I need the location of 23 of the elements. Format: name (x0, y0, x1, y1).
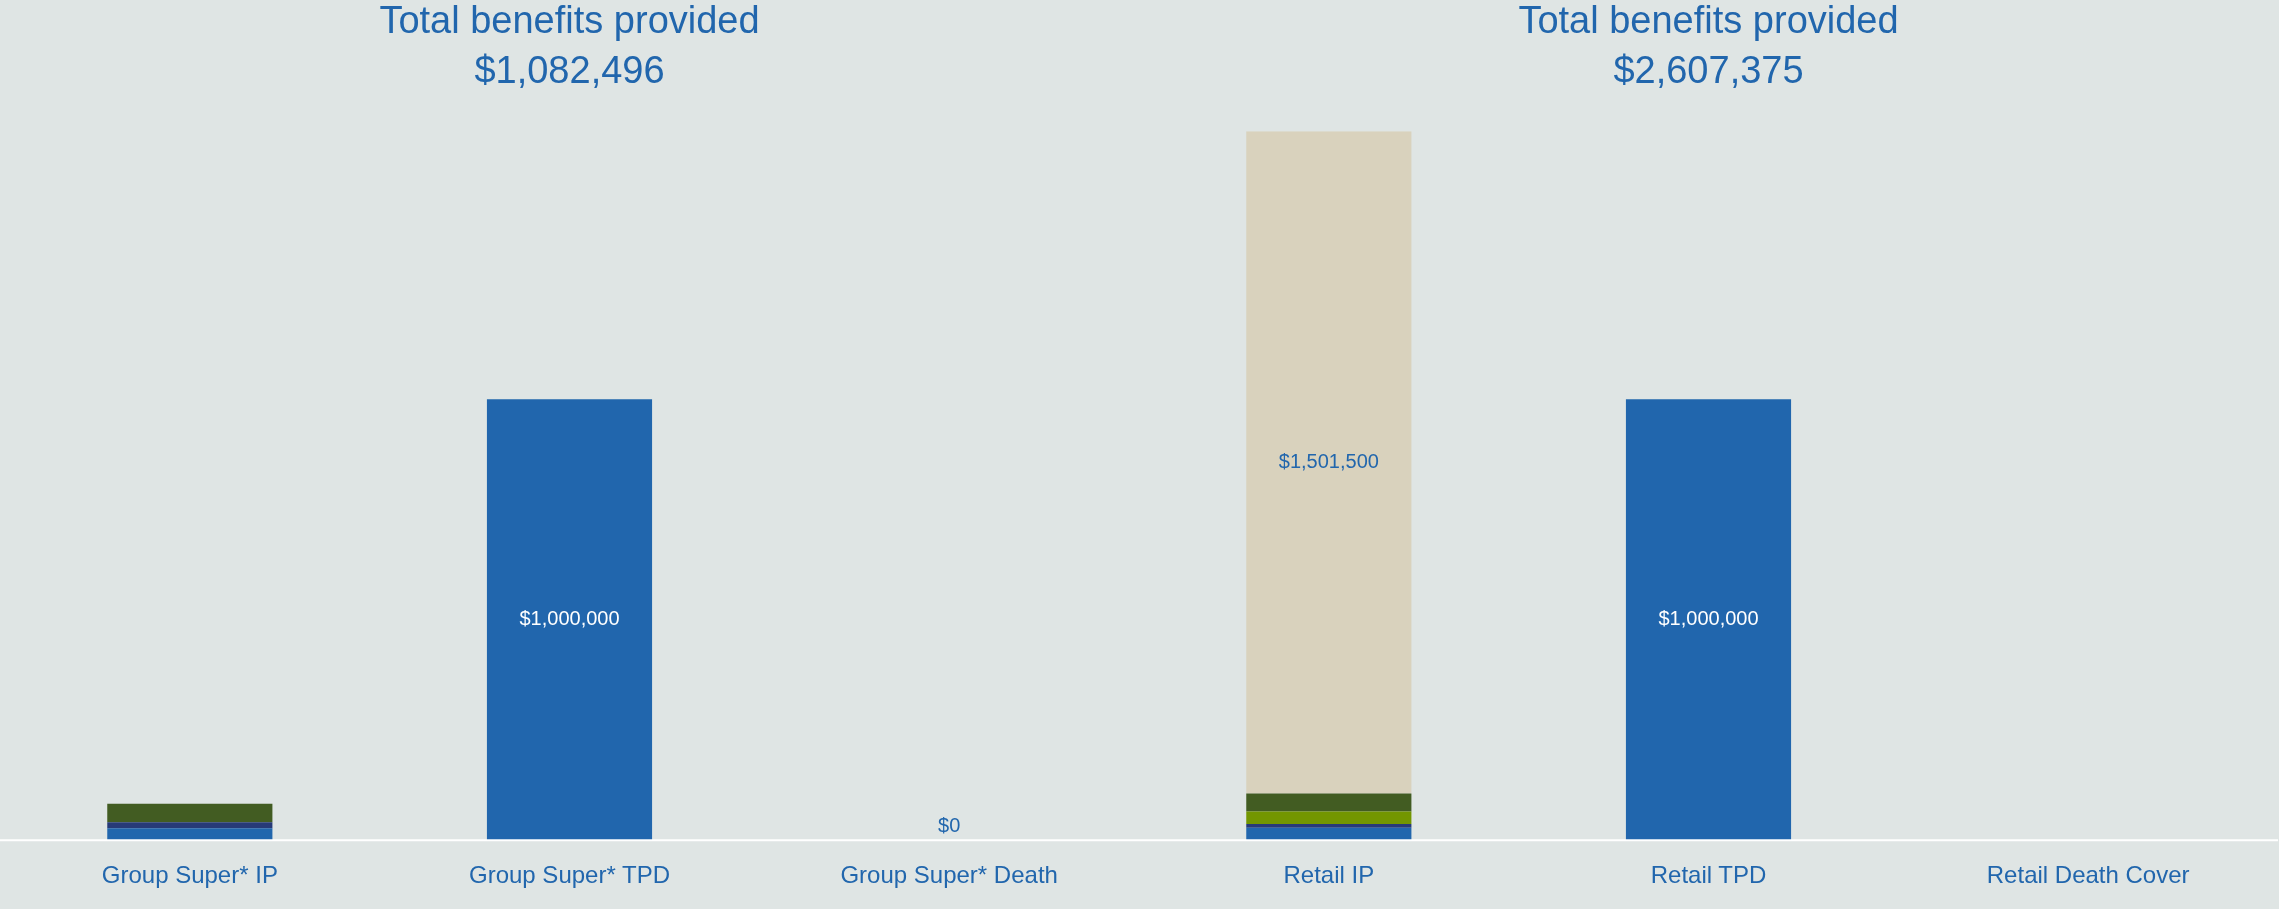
x-tick-label: Retail TPD (1650, 861, 1767, 889)
data-label: $0 (938, 813, 961, 836)
bar (1625, 399, 1792, 841)
x-tick-label: Retail Death Cover (1986, 861, 2190, 889)
bar (1246, 793, 1412, 812)
chart-title: Total benefits provided (1518, 0, 1899, 42)
x-tick-label: Group Super* TPD (469, 861, 670, 889)
bar (1246, 131, 1412, 794)
data-label: $1,501,500 (1278, 449, 1379, 472)
chart-subtitle: $2,607,375 (1613, 48, 1804, 91)
bar (107, 828, 273, 841)
x-tick-label: Group Super* IP (101, 861, 278, 889)
bar (486, 399, 653, 841)
bar (107, 822, 273, 829)
x-tick-label: Group Super* Death (840, 861, 1058, 889)
bar (1246, 811, 1412, 824)
x-tick-label: Retail IP (1283, 861, 1375, 889)
bar (1246, 823, 1412, 828)
data-label: $1,000,000 (519, 607, 620, 630)
bar (107, 803, 273, 823)
chart-title: Total benefits provided (379, 0, 760, 42)
data-label: $1,000,000 (1658, 607, 1759, 630)
chart-subtitle: $1,082,496 (474, 48, 665, 91)
